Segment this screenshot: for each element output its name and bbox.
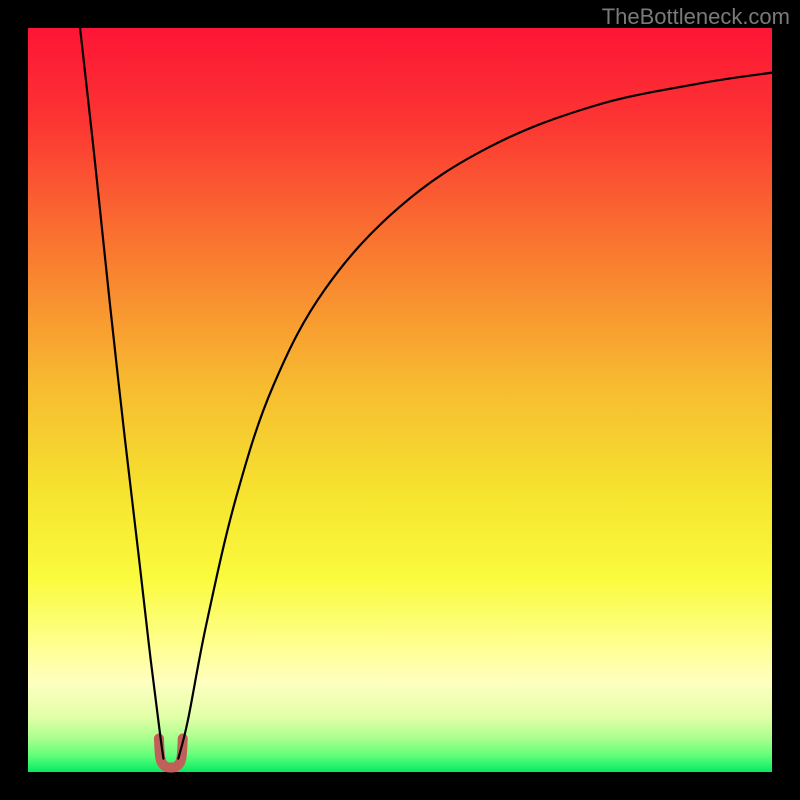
chart-background [28, 28, 772, 772]
chart-svg [0, 0, 800, 800]
bottleneck-chart: TheBottleneck.com [0, 0, 800, 800]
